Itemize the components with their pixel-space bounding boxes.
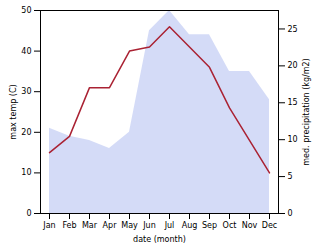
svg-text:Sep: Sep — [202, 221, 217, 230]
svg-text:Jan: Jan — [42, 221, 55, 230]
svg-text:20: 20 — [288, 61, 298, 70]
svg-text:med. precipitation (kg/m2): med. precipitation (kg/m2) — [302, 58, 311, 165]
svg-text:Feb: Feb — [62, 221, 76, 230]
svg-text:Mar: Mar — [82, 221, 98, 230]
svg-text:10: 10 — [288, 135, 298, 144]
svg-text:0: 0 — [288, 209, 293, 218]
svg-text:Dec: Dec — [262, 221, 277, 230]
svg-text:5: 5 — [288, 172, 293, 181]
svg-text:date (month): date (month) — [133, 235, 186, 244]
svg-text:30: 30 — [21, 87, 31, 96]
svg-text:50: 50 — [21, 6, 31, 15]
svg-text:20: 20 — [21, 128, 31, 137]
svg-text:Oct: Oct — [223, 221, 237, 230]
svg-text:0: 0 — [26, 209, 31, 218]
svg-text:May: May — [121, 221, 138, 230]
svg-text:25: 25 — [288, 25, 298, 34]
svg-text:Jul: Jul — [164, 221, 175, 230]
svg-text:Aug: Aug — [182, 221, 198, 230]
svg-text:15: 15 — [288, 98, 298, 107]
svg-text:max temp (C): max temp (C) — [9, 84, 18, 139]
svg-text:10: 10 — [21, 168, 31, 177]
svg-text:Jun: Jun — [142, 221, 156, 230]
svg-text:Nov: Nov — [242, 221, 258, 230]
svg-text:40: 40 — [21, 47, 31, 56]
svg-text:Apr: Apr — [103, 221, 118, 230]
